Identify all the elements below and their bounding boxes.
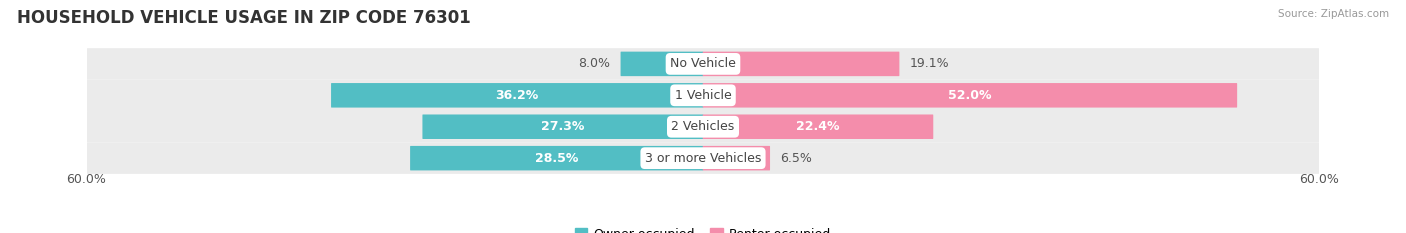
Text: 3 or more Vehicles: 3 or more Vehicles — [645, 152, 761, 165]
Text: 52.0%: 52.0% — [948, 89, 991, 102]
FancyBboxPatch shape — [87, 142, 1319, 174]
FancyBboxPatch shape — [87, 80, 1319, 111]
Text: 60.0%: 60.0% — [1299, 173, 1340, 186]
Text: 36.2%: 36.2% — [495, 89, 538, 102]
Text: 8.0%: 8.0% — [579, 57, 610, 70]
FancyBboxPatch shape — [411, 146, 703, 170]
FancyBboxPatch shape — [330, 83, 703, 108]
Text: 60.0%: 60.0% — [66, 173, 107, 186]
FancyBboxPatch shape — [703, 52, 900, 76]
Legend: Owner-occupied, Renter-occupied: Owner-occupied, Renter-occupied — [569, 223, 837, 233]
Text: No Vehicle: No Vehicle — [671, 57, 735, 70]
Text: 28.5%: 28.5% — [536, 152, 578, 165]
FancyBboxPatch shape — [703, 146, 770, 170]
Text: 1 Vehicle: 1 Vehicle — [675, 89, 731, 102]
FancyBboxPatch shape — [703, 83, 1237, 108]
FancyBboxPatch shape — [703, 114, 934, 139]
FancyBboxPatch shape — [87, 111, 1319, 142]
Text: 6.5%: 6.5% — [780, 152, 811, 165]
FancyBboxPatch shape — [620, 52, 703, 76]
Text: 19.1%: 19.1% — [910, 57, 949, 70]
Text: Source: ZipAtlas.com: Source: ZipAtlas.com — [1278, 9, 1389, 19]
FancyBboxPatch shape — [422, 114, 703, 139]
Text: 22.4%: 22.4% — [796, 120, 839, 133]
Text: 2 Vehicles: 2 Vehicles — [672, 120, 734, 133]
Text: 27.3%: 27.3% — [541, 120, 585, 133]
Text: HOUSEHOLD VEHICLE USAGE IN ZIP CODE 76301: HOUSEHOLD VEHICLE USAGE IN ZIP CODE 7630… — [17, 9, 471, 27]
FancyBboxPatch shape — [87, 48, 1319, 80]
